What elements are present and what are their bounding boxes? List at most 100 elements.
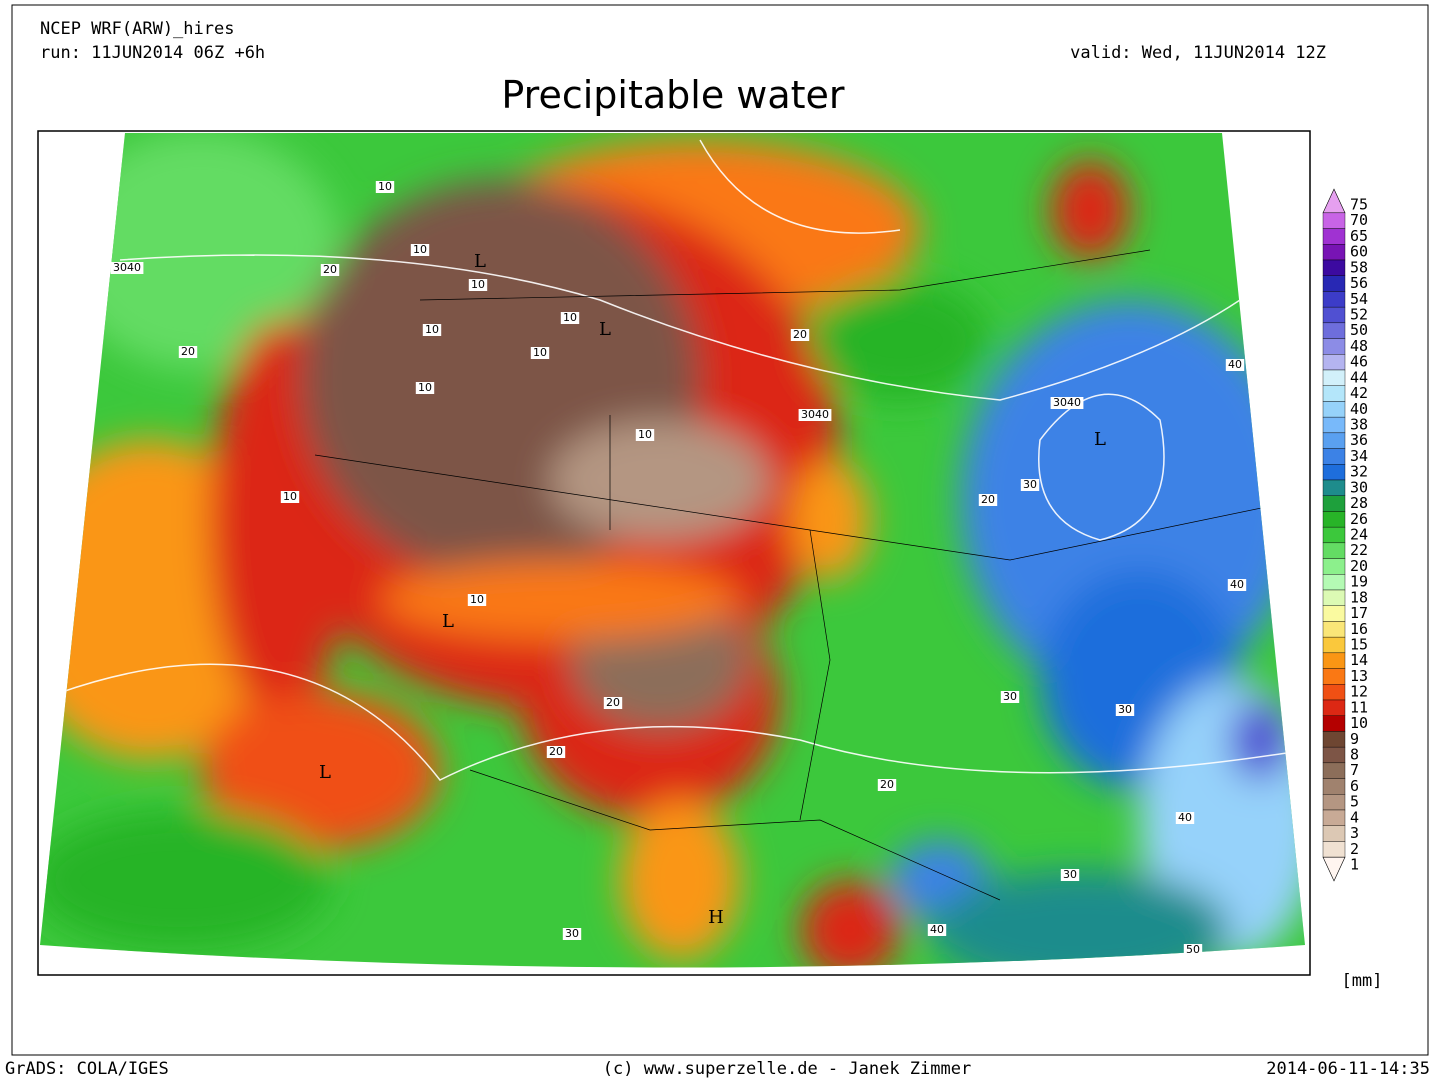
- contour-label: 20: [606, 696, 620, 709]
- legend-swatch: [1322, 841, 1346, 858]
- legend-label: 13: [1350, 667, 1368, 685]
- legend-swatch: [1322, 589, 1346, 606]
- legend-label: 9: [1350, 730, 1359, 748]
- legend-label: 22: [1350, 541, 1368, 559]
- legend-label: 50: [1350, 321, 1368, 339]
- model-name: NCEP WRF(ARW)_hires: [40, 19, 234, 39]
- legend-label: 16: [1350, 620, 1368, 638]
- legend-label: 34: [1350, 447, 1368, 465]
- footer-center: (c) www.superzelle.de - Janek Zimmer: [603, 1059, 971, 1079]
- legend-label: 19: [1350, 573, 1368, 591]
- contour-label: 50: [1186, 943, 1200, 956]
- legend-swatch: [1322, 668, 1346, 685]
- label-box: [1227, 579, 1247, 591]
- legend-label: 60: [1350, 243, 1368, 261]
- legend-swatch: [1322, 778, 1346, 795]
- label-box: [530, 347, 550, 359]
- legend-swatch: [1322, 715, 1346, 732]
- run-time: run: 11JUN2014 06Z +6h: [40, 43, 265, 63]
- label-box: [422, 324, 442, 336]
- legend-swatch: [1322, 479, 1346, 496]
- legend-swatch: [1322, 621, 1346, 638]
- legend-swatch: [1322, 794, 1346, 811]
- pressure-center: L: [474, 251, 486, 272]
- legend-swatch: [1322, 464, 1346, 481]
- contour-label: 10: [413, 243, 427, 256]
- footer-right: 2014-06-11-14:35: [1266, 1059, 1430, 1079]
- contour-label: 10: [283, 490, 297, 503]
- legend-label: 54: [1350, 290, 1368, 308]
- legend-label: 15: [1350, 636, 1368, 654]
- label-box: [603, 697, 623, 709]
- legend-swatch: [1322, 322, 1346, 339]
- legend-label: 58: [1350, 258, 1368, 276]
- legend-swatch: [1322, 212, 1346, 229]
- legend-swatch: [1322, 699, 1346, 716]
- legend-label: 1: [1350, 856, 1359, 874]
- legend-label: 20: [1350, 557, 1368, 575]
- legend-swatch: [1322, 636, 1346, 654]
- contour-label: 10: [418, 381, 432, 394]
- contour-label: 3040: [801, 408, 829, 421]
- label-box: [978, 494, 998, 506]
- label-box: [1050, 397, 1084, 409]
- legend-label: 30: [1350, 478, 1368, 496]
- label-box: [178, 346, 198, 358]
- contour-label: 40: [1178, 811, 1192, 824]
- pressure-center: L: [442, 611, 454, 632]
- contour-label: 10: [470, 593, 484, 606]
- contour-label: 30: [565, 927, 579, 940]
- label-box: [546, 746, 566, 758]
- label-box: [560, 312, 580, 324]
- label-box: [1183, 944, 1203, 956]
- legend-swatch: [1322, 605, 1346, 622]
- legend-swatch: [1322, 228, 1346, 245]
- contour-label: 20: [880, 778, 894, 791]
- label-box: [1225, 359, 1245, 371]
- contour-label: 3040: [113, 261, 141, 274]
- label-box: [467, 594, 487, 606]
- footer-left: GrADS: COLA/IGES: [5, 1059, 169, 1079]
- label-box: [415, 382, 435, 394]
- legend-label: 6: [1350, 777, 1359, 795]
- map-frame: [37, 130, 1311, 976]
- legend-swatch: [1322, 526, 1346, 544]
- legend-label: 5: [1350, 793, 1359, 811]
- contour-label: 20: [793, 328, 807, 341]
- legend-label: 3: [1350, 824, 1359, 842]
- legend-label: 10: [1350, 714, 1368, 732]
- legend-swatch: [1322, 416, 1346, 434]
- label-box: [790, 329, 810, 341]
- label-box: [1000, 691, 1020, 703]
- legend-swatch: [1322, 306, 1346, 324]
- legend-swatch: [1322, 448, 1346, 465]
- contour-label: 20: [549, 745, 563, 758]
- legend-label: 26: [1350, 510, 1368, 528]
- contour-label: 30: [1063, 868, 1077, 881]
- legend-swatch: [1322, 511, 1346, 528]
- contour-label: 30: [1118, 703, 1132, 716]
- legend-label: 17: [1350, 604, 1368, 622]
- contour-label: 10: [378, 180, 392, 193]
- contour-label: 10: [638, 428, 652, 441]
- legend-swatch: [1322, 746, 1346, 764]
- contour-label: 40: [1230, 578, 1244, 591]
- label-box: [798, 409, 832, 421]
- legend-label: 32: [1350, 463, 1368, 481]
- legend-swatch: [1322, 809, 1346, 826]
- legend-label: 42: [1350, 384, 1368, 402]
- legend-label: 56: [1350, 274, 1368, 292]
- legend-label: 38: [1350, 416, 1368, 434]
- legend-label: 75: [1350, 196, 1368, 214]
- label-box: [877, 779, 897, 791]
- legend-label: 18: [1350, 588, 1368, 606]
- legend-swatch: [1322, 369, 1346, 386]
- legend-swatch: [1322, 354, 1346, 371]
- legend-swatch: [1322, 259, 1346, 276]
- title: Precipitable water: [501, 73, 845, 117]
- contour-label: 20: [181, 345, 195, 358]
- legend-swatch: [1322, 762, 1346, 779]
- legend-arrow: [1322, 856, 1346, 882]
- legend-swatch: [1322, 574, 1346, 591]
- pressure-center: L: [599, 319, 611, 340]
